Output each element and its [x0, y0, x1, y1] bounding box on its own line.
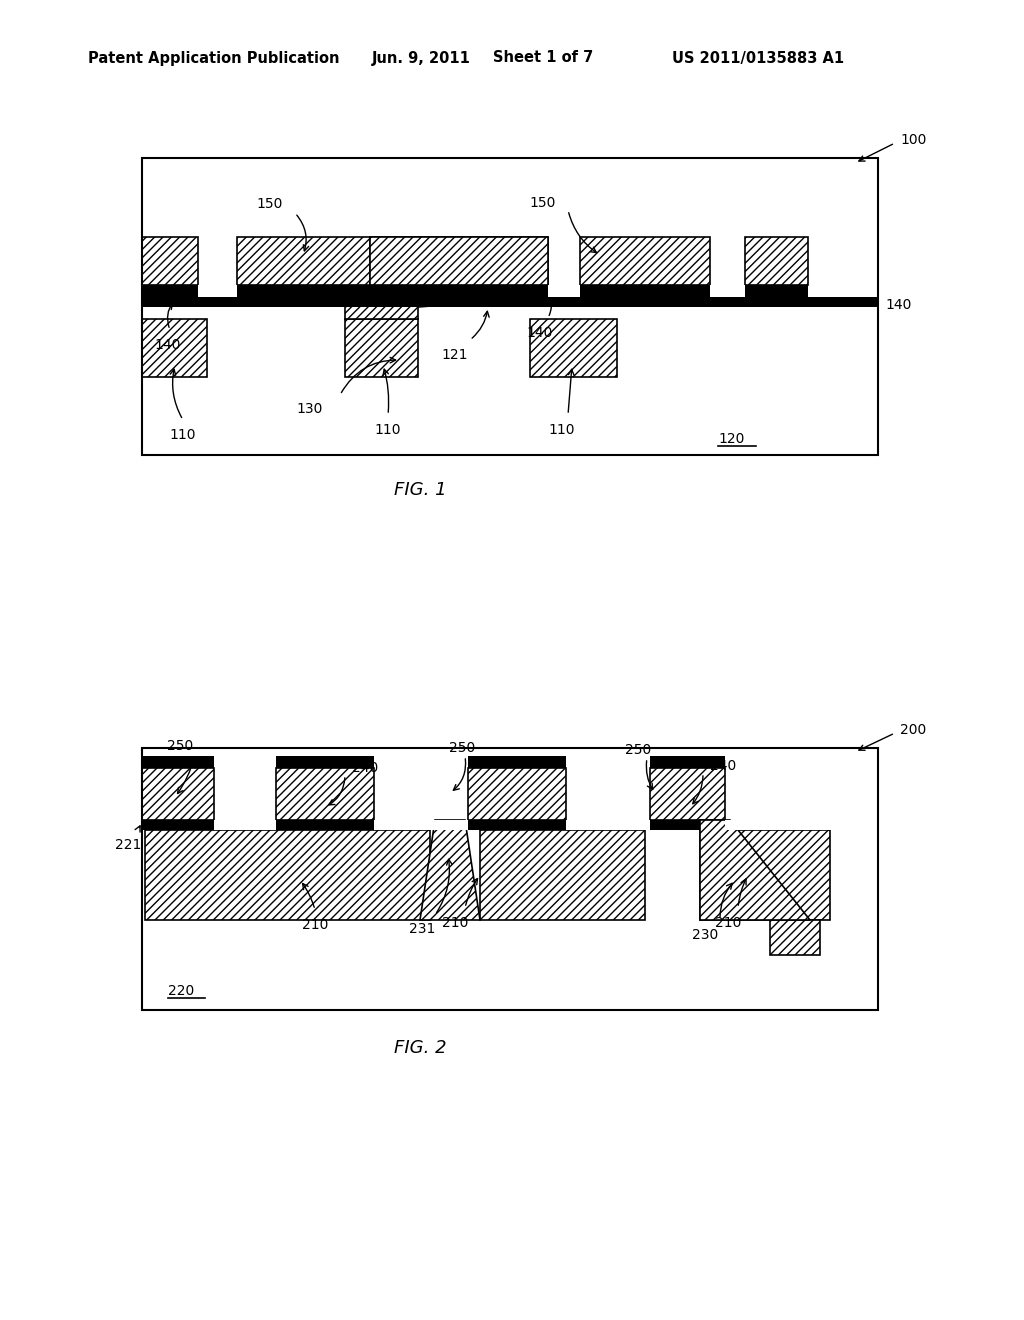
Bar: [142, 768, 214, 820]
Polygon shape: [700, 820, 810, 920]
Bar: [142, 319, 207, 378]
Bar: [530, 319, 617, 378]
Bar: [142, 756, 214, 768]
Bar: [237, 285, 370, 297]
Text: 200: 200: [900, 723, 927, 737]
Text: 120: 120: [718, 432, 744, 446]
Bar: [142, 820, 878, 830]
Text: 221: 221: [115, 838, 141, 851]
Text: 250: 250: [449, 741, 475, 755]
Text: 250: 250: [625, 743, 651, 756]
Bar: [650, 768, 725, 820]
Polygon shape: [420, 820, 480, 920]
Bar: [725, 820, 878, 830]
Bar: [142, 748, 878, 1010]
Bar: [770, 920, 820, 954]
Bar: [142, 285, 198, 297]
Text: 250: 250: [167, 739, 194, 752]
Text: 121: 121: [441, 348, 468, 362]
Bar: [745, 285, 808, 297]
Text: 210: 210: [302, 917, 328, 932]
Text: Sheet 1 of 7: Sheet 1 of 7: [493, 50, 593, 66]
Text: Jun. 9, 2011: Jun. 9, 2011: [372, 50, 471, 66]
Text: 140: 140: [526, 326, 553, 341]
Bar: [710, 285, 745, 297]
Bar: [370, 238, 548, 285]
Bar: [198, 285, 237, 297]
Text: US 2011/0135883 A1: US 2011/0135883 A1: [672, 50, 844, 66]
Text: 150: 150: [257, 197, 283, 211]
Bar: [468, 756, 566, 768]
Bar: [548, 285, 580, 297]
Bar: [237, 238, 370, 285]
Text: 140: 140: [155, 338, 181, 352]
Bar: [276, 768, 374, 820]
Bar: [566, 820, 650, 830]
Bar: [468, 768, 566, 820]
Text: 231: 231: [409, 921, 435, 936]
Bar: [700, 830, 830, 920]
Bar: [370, 297, 548, 308]
Bar: [480, 830, 645, 920]
Bar: [345, 319, 418, 378]
Bar: [370, 285, 548, 297]
Text: FIG. 1: FIG. 1: [393, 480, 446, 499]
Bar: [374, 820, 468, 830]
Bar: [580, 285, 710, 297]
Text: Patent Application Publication: Patent Application Publication: [88, 50, 340, 66]
Text: 110: 110: [549, 422, 575, 437]
Bar: [650, 756, 725, 768]
Text: 110: 110: [170, 428, 197, 442]
Text: 140: 140: [885, 298, 911, 312]
Text: 210: 210: [441, 916, 468, 931]
Text: 220: 220: [168, 983, 195, 998]
Text: 150: 150: [529, 195, 556, 210]
Bar: [745, 238, 808, 285]
Bar: [214, 820, 276, 830]
Text: FIG. 2: FIG. 2: [393, 1039, 446, 1057]
Text: 240: 240: [710, 759, 736, 774]
Bar: [142, 158, 878, 455]
Text: 240: 240: [352, 762, 378, 775]
Bar: [142, 297, 878, 308]
Text: 210: 210: [715, 916, 741, 931]
Bar: [145, 830, 430, 920]
Text: 130: 130: [297, 403, 324, 416]
Polygon shape: [345, 238, 548, 319]
Bar: [276, 756, 374, 768]
Text: 230: 230: [692, 928, 718, 942]
Bar: [142, 238, 198, 285]
Text: 110: 110: [375, 422, 401, 437]
Text: 100: 100: [900, 133, 927, 147]
Bar: [580, 238, 710, 285]
